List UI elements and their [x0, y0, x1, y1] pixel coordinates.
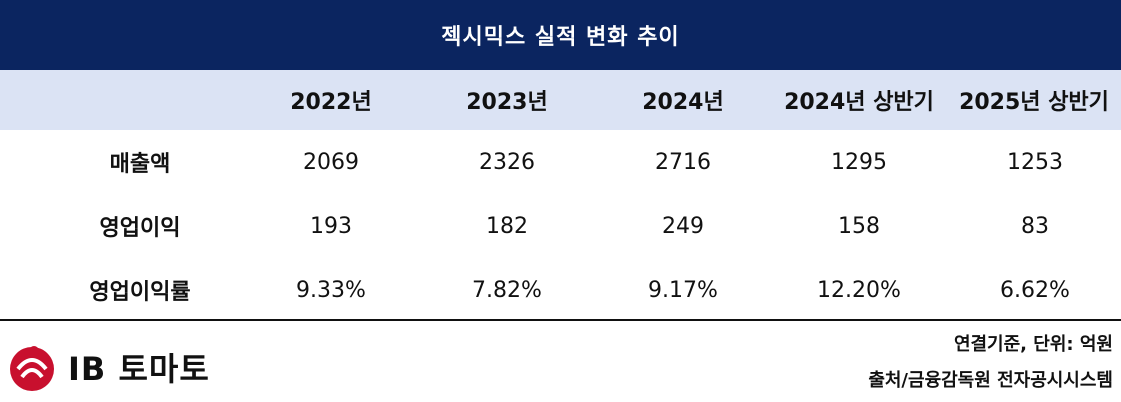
- logo-text: IB 토마토: [68, 350, 210, 388]
- table-bottom-rule: [0, 319, 1121, 321]
- table-row: 매출액 2069 2326 2716 1295 1253: [0, 130, 1121, 194]
- table-cell: 9.17%: [648, 277, 718, 303]
- table-cell: 249: [662, 213, 704, 239]
- row-label: 매출액: [109, 152, 171, 177]
- table-cell: 12.20%: [817, 277, 901, 303]
- table-cell: 1295: [831, 149, 887, 175]
- source-note: 출처/금융감독원 전자공시시스템: [868, 370, 1113, 391]
- table-cell: 1253: [1007, 149, 1063, 175]
- table-row: 영업이익 193 182 249 158 83: [0, 194, 1121, 258]
- column-header: 2023년: [466, 90, 548, 115]
- header-row: 2022년 2023년 2024년 2024년 상반기 2025년 상반기: [0, 70, 1121, 130]
- tomato-emblem-icon: [10, 346, 54, 391]
- row-label: 영업이익률: [89, 280, 191, 305]
- ib-tomato-logo: IB 토마토: [0, 332, 260, 402]
- column-header: 2024년: [642, 90, 724, 115]
- table-cell: 2326: [479, 149, 535, 175]
- column-header: 2024년 상반기: [784, 90, 934, 115]
- table-cell: 193: [310, 213, 352, 239]
- column-header: 2022년: [290, 90, 372, 115]
- table-cell: 2069: [303, 149, 359, 175]
- table-cell: 2716: [655, 149, 711, 175]
- table-cell: 9.33%: [296, 277, 366, 303]
- table-cell: 182: [486, 213, 528, 239]
- unit-note: 연결기준, 단위: 억원: [953, 334, 1113, 355]
- table-cell: 6.62%: [1000, 277, 1070, 303]
- table-cell: 7.82%: [472, 277, 542, 303]
- table-row: 영업이익률 9.33% 7.82% 9.17% 12.20% 6.62%: [0, 258, 1121, 322]
- table-cell: 83: [1021, 213, 1049, 239]
- row-label: 영업이익: [99, 216, 181, 241]
- column-header: 2025년 상반기: [959, 90, 1109, 115]
- table-cell: 158: [838, 213, 880, 239]
- table-title: 젝시믹스 실적 변화 추이: [0, 0, 1121, 70]
